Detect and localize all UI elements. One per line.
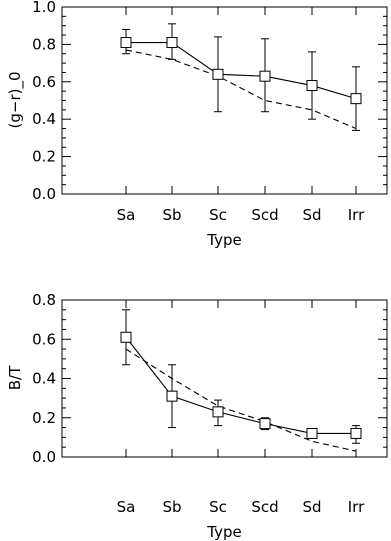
color-vs-type-panel: 0.0 0.2 0.4 0.6 0.8 1.0 Sa Sb Sc Scd Sd Irr Type (g−r… (6, 0, 388, 249)
x-tick-label: Sb (162, 498, 181, 516)
x-tick-label: Irr (348, 498, 365, 516)
data-point-marker (350, 93, 362, 105)
solid-series-line (126, 41, 357, 100)
data-point-marker (306, 80, 318, 92)
x-tick-label: Scd (251, 498, 278, 516)
y-tick-label: 0.0 (32, 185, 56, 203)
data-point-marker (259, 418, 271, 430)
y-tick-label: 0.0 (32, 448, 56, 466)
solid-series-line (125, 336, 356, 435)
data-point-marker (120, 331, 132, 343)
x-axis-title: Type (206, 231, 241, 249)
y-tick-label: 0.4 (32, 110, 56, 128)
x-tick-label: Sc (209, 206, 227, 224)
dashed-series-line (125, 348, 357, 452)
data-point-marker (259, 70, 271, 82)
x-tick-label: Sd (302, 206, 321, 224)
plot-frame (61, 6, 388, 195)
y-tick-label: 0.6 (32, 330, 56, 348)
x-tick-label: Sd (302, 498, 321, 516)
x-tick-label: Sb (162, 206, 181, 224)
x-tick-label: Irr (348, 206, 365, 224)
y-tick-label: 0.2 (32, 409, 56, 427)
x-axis-title: Type (206, 523, 241, 541)
x-tick-label: Sa (117, 206, 136, 224)
data-point-marker (120, 37, 132, 49)
y-tick-label: 0.8 (32, 35, 56, 53)
data-point-marker (306, 427, 318, 439)
x-tick-label: Sa (117, 498, 136, 516)
y-tick-label: 0.8 (32, 291, 56, 309)
data-point-marker (212, 406, 224, 418)
y-tick-label: 0.2 (32, 148, 56, 166)
data-point-marker (350, 427, 362, 439)
y-axis-title: B/T (6, 365, 24, 390)
data-point-marker (166, 37, 178, 49)
dashed-series-line (125, 49, 357, 130)
y-tick-label: 1.0 (32, 0, 56, 16)
data-point-marker (212, 68, 224, 80)
y-axis-title: (g−r)_0 (6, 71, 25, 128)
x-tick-label: Scd (251, 206, 278, 224)
x-tick-label: Sc (209, 498, 227, 516)
data-point-marker (166, 390, 178, 402)
y-tick-label: 0.4 (32, 370, 56, 388)
bulge-ratio-vs-type-panel: 0.0 0.2 0.4 0.6 0.8 Sa Sb Sc Scd Sd Irr Type B/T (6, 291, 388, 541)
y-tick-label: 0.6 (32, 73, 56, 91)
